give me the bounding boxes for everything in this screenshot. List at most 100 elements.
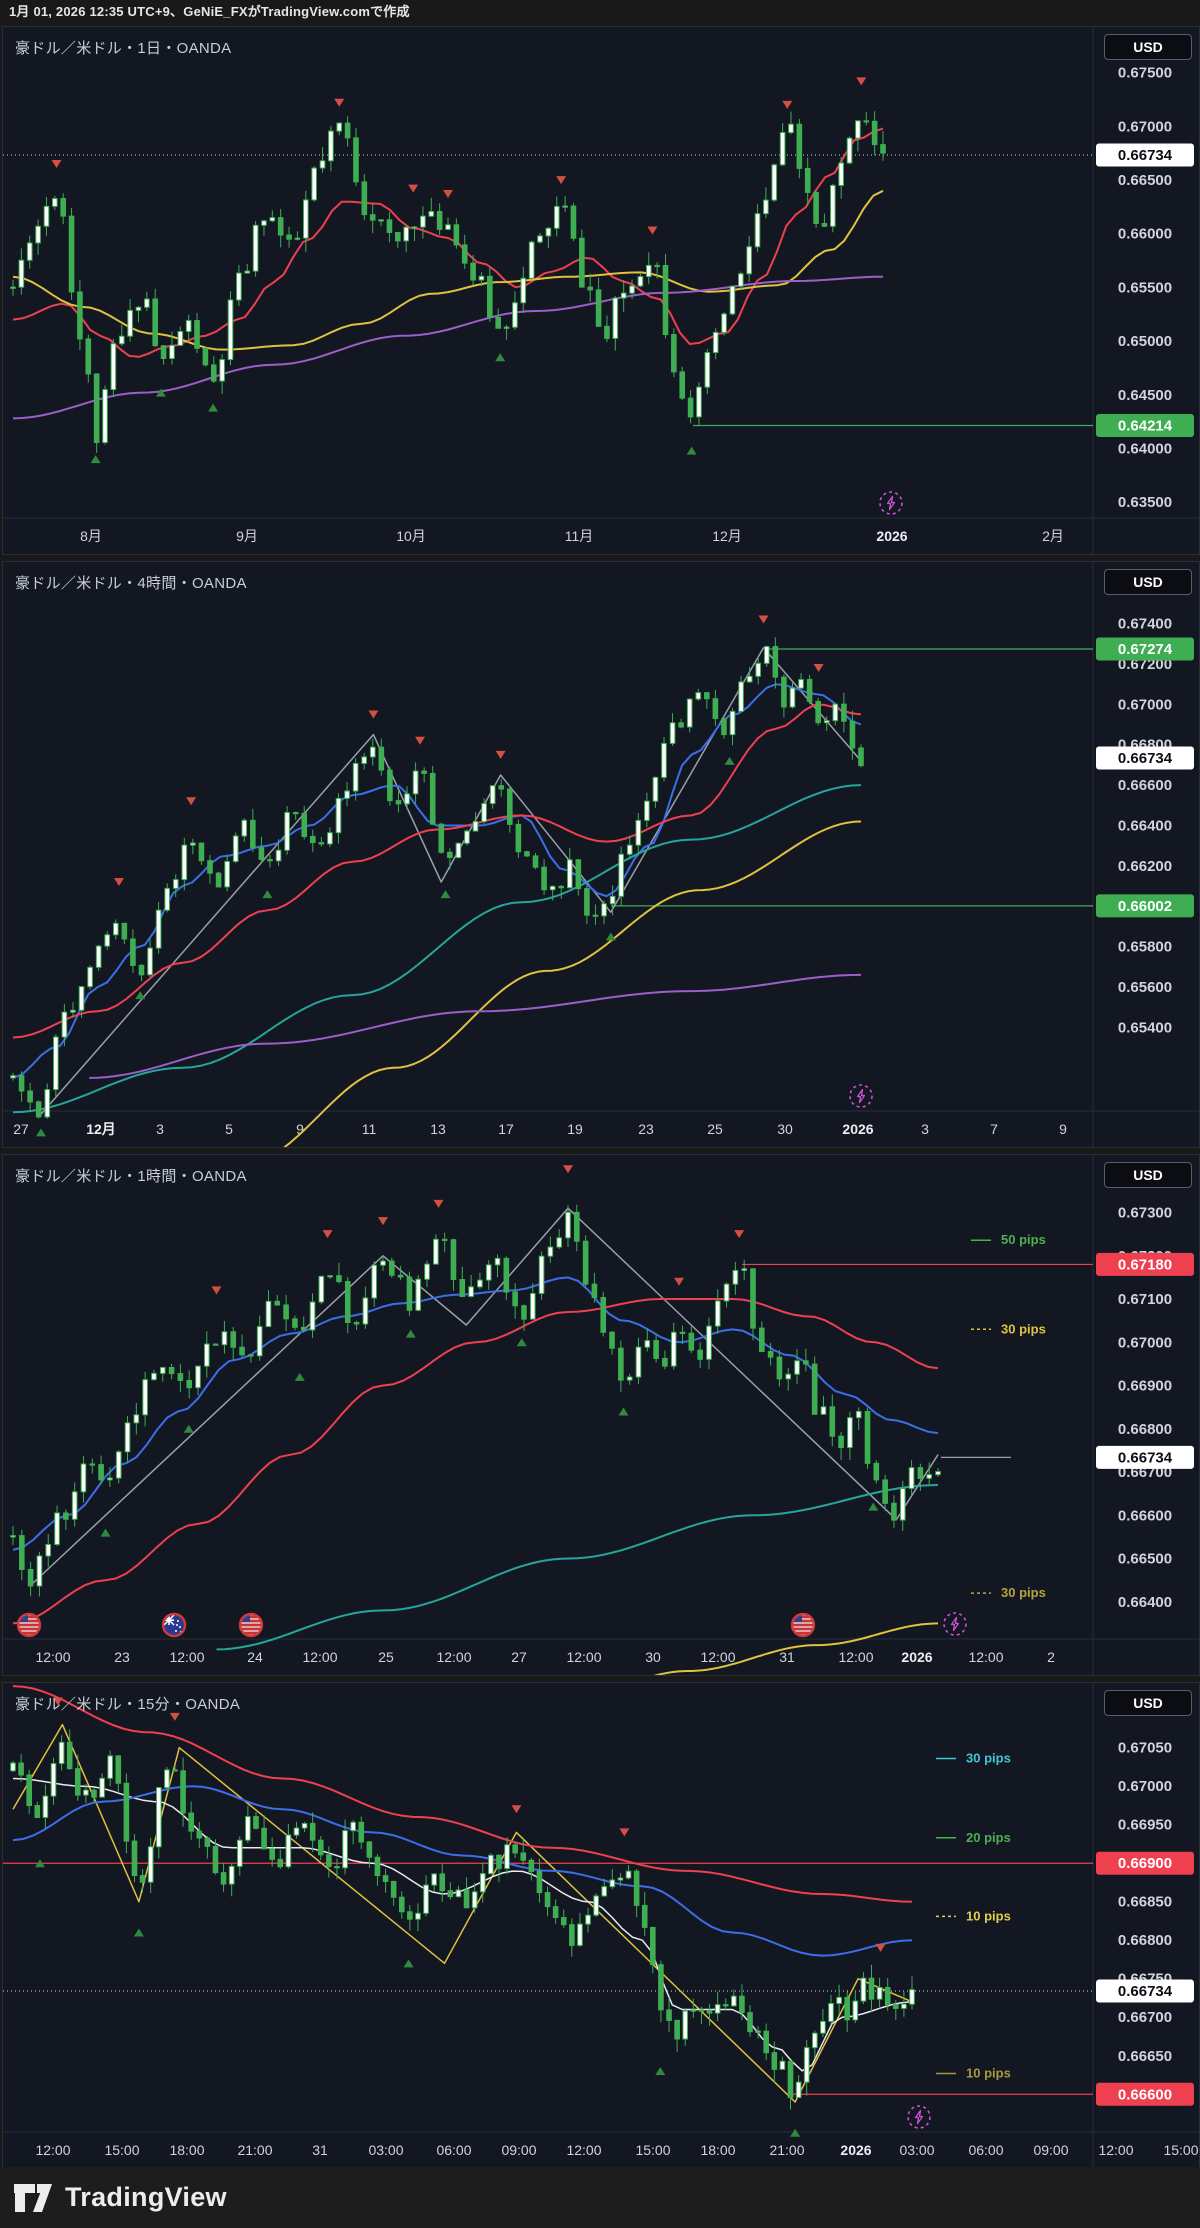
time-tick-label: 30: [777, 1121, 793, 1137]
time-tick-label: 15:00: [1163, 2142, 1198, 2158]
price-tick-label: 0.65800: [1118, 939, 1172, 956]
marker-up-icon: [133, 1928, 144, 1937]
time-tick-label: 7: [990, 1121, 998, 1137]
time-tick-label: 31: [312, 2142, 328, 2158]
price-tick-label: 0.66400: [1118, 817, 1172, 834]
chart-panel-15m[interactable]: 0.67050 0.67000 0.66950 0.66850 0.66800 0.667…: [2, 1682, 1200, 2169]
price-axis[interactable]: 0.67500 0.67000 0.66500 0.66000 0.65500 0.650…: [1118, 65, 1172, 511]
flash-idea-icon[interactable]: [943, 1612, 967, 1636]
price-tick-label: 0.66500: [1118, 1551, 1172, 1568]
candles-layer: [10, 637, 864, 1119]
economic-event-flag-us-icon[interactable]: [790, 1612, 816, 1638]
marker-up-icon: [294, 1372, 305, 1381]
time-axis[interactable]: 12:00 15:00 18:00 21:00 31 03:00 06:00 09:00 12:…: [35, 2142, 1198, 2158]
time-tick-label: 11月: [565, 528, 594, 544]
time-axis[interactable]: 12:00 23 12:00 24 12:00 25 12:00 27 12:00 30 12:00…: [35, 1649, 1055, 1665]
chart-canvas-1d[interactable]: 0.67500 0.67000 0.66500 0.66000 0.65500 0.650…: [3, 27, 1199, 554]
time-tick-label: 15:00: [104, 2142, 139, 2158]
ma-purple-line: [12, 275, 884, 420]
currency-button-1h[interactable]: USD: [1104, 1162, 1192, 1188]
level-price-label: [1096, 637, 1194, 661]
time-tick-label: 12:00: [566, 1649, 601, 1665]
ma-red-line: [12, 1685, 913, 1903]
marker-up-icon: [403, 1959, 414, 1968]
price-axis[interactable]: 0.67050 0.67000 0.66950 0.66850 0.66800 0.667…: [1118, 1740, 1172, 2065]
marker-up-icon: [100, 1528, 111, 1537]
price-tick-label: 0.67400: [1118, 616, 1172, 633]
pips-label: 30 pips: [1001, 1585, 1046, 1600]
currency-button-15m[interactable]: USD: [1104, 1690, 1192, 1716]
pips-label: 10 pips: [966, 1908, 1011, 1923]
current-price-label: [1096, 143, 1194, 167]
time-axis[interactable]: 8月 9月 10月 11月 12月 2026 2月: [80, 528, 1064, 544]
time-tick-label: 12:00: [1098, 2142, 1133, 2158]
ma-teal-line: [216, 1484, 939, 1651]
time-tick-label: 5: [225, 1121, 233, 1137]
economic-event-flag-au-icon[interactable]: [161, 1612, 187, 1638]
time-axis[interactable]: 27 12月 3 5 9 11 13 17 19 23 25 30 2026 3 7 9: [13, 1121, 1067, 1137]
marker-up-icon: [208, 403, 219, 412]
chart-canvas-1h[interactable]: 0.673000.672000.671000.670000.669000.668…: [3, 1155, 1199, 1675]
price-tick-label: 0.67500: [1118, 65, 1172, 82]
time-tick-label: 09:00: [501, 2142, 536, 2158]
trade-markers: [35, 615, 824, 1137]
price-tick-label: 0.66000: [1118, 226, 1172, 243]
price-tick-label: 0.66700: [1118, 2009, 1172, 2026]
price-tick-label: 0.67050: [1118, 1740, 1172, 1757]
chart-panel-1h[interactable]: 0.673000.672000.671000.670000.669000.668…: [2, 1154, 1200, 1676]
currency-button-4h[interactable]: USD: [1104, 569, 1192, 595]
tradingview-brand[interactable]: TradingView: [65, 2182, 227, 2212]
marker-down-icon: [495, 750, 506, 759]
price-tick-label: 0.64500: [1118, 387, 1172, 404]
price-tick-label: 0.66600: [1118, 1507, 1172, 1524]
time-tick-label: 12:00: [838, 1649, 873, 1665]
marker-up-icon: [183, 1424, 194, 1433]
marker-down-icon: [674, 1277, 684, 1286]
marker-down-icon: [52, 1697, 63, 1706]
chart-panel-1d[interactable]: 0.67500 0.67000 0.66500 0.66000 0.65500 0.650…: [2, 26, 1200, 555]
time-tick-label: 17: [498, 1121, 514, 1137]
marker-down-icon: [408, 184, 419, 193]
price-tick-label: 0.67000: [1118, 696, 1172, 713]
economic-event-flag-us-icon[interactable]: [16, 1612, 42, 1638]
time-tick-label: 12月: [712, 528, 742, 544]
ma-purple-line: [89, 973, 862, 1079]
flash-idea-icon[interactable]: [849, 1084, 873, 1108]
current-price-label-text: 0.66734: [1118, 1983, 1173, 2000]
time-tick-label: 27: [13, 1121, 29, 1137]
chart-canvas-15m[interactable]: 0.67050 0.67000 0.66950 0.66850 0.66800 0.667…: [3, 1683, 1199, 2168]
time-tick-label: 30: [645, 1649, 661, 1665]
time-tick-label: 2026: [876, 528, 907, 544]
marker-down-icon: [734, 1230, 745, 1239]
tradingview-logo-icon[interactable]: [14, 2183, 54, 2213]
price-tick-label: 0.64000: [1118, 440, 1172, 457]
trade-markers: [51, 77, 867, 464]
time-tick-label: 12:00: [436, 1649, 471, 1665]
marker-down-icon: [556, 176, 567, 185]
price-tick-label: 0.66400: [1118, 1594, 1172, 1611]
currency-button-1d[interactable]: USD: [1104, 34, 1192, 60]
chart-canvas-4h[interactable]: 0.674000.672000.670000.668000.666000.664…: [3, 562, 1199, 1147]
marker-up-icon: [655, 2067, 666, 2076]
chart-panel-4h[interactable]: 0.67400 0.67200 0.67000 0.66800 0.66600 0.664…: [2, 561, 1200, 1148]
pips-label: 20 pips: [966, 1830, 1011, 1845]
ma-blue-line: [12, 683, 862, 1079]
time-tick-label: 19: [567, 1121, 583, 1137]
candles-layer: [10, 111, 886, 453]
flash-idea-icon[interactable]: [879, 491, 903, 515]
economic-event-flag-us-icon[interactable]: [238, 1612, 264, 1638]
time-tick-label: 12:00: [302, 1649, 337, 1665]
flash-idea-icon[interactable]: [907, 2105, 931, 2129]
price-tick-label: 0.67000: [1118, 118, 1172, 135]
ma-blue-line: [12, 1785, 913, 1957]
time-tick-label: 03:00: [899, 2142, 934, 2158]
time-tick-label: 12:00: [169, 1649, 204, 1665]
marker-up-icon: [605, 932, 616, 941]
zigzag-line: [40, 647, 862, 1115]
marker-down-icon: [875, 1943, 886, 1952]
marker-up-icon: [35, 1128, 46, 1137]
marker-up-icon: [34, 1859, 45, 1868]
price-axis[interactable]: 0.674000.672000.670000.668000.666000.664…: [1118, 616, 1172, 1037]
level-price-label-text: 0.66600: [1118, 2086, 1172, 2103]
current-price-label: [1096, 746, 1194, 770]
